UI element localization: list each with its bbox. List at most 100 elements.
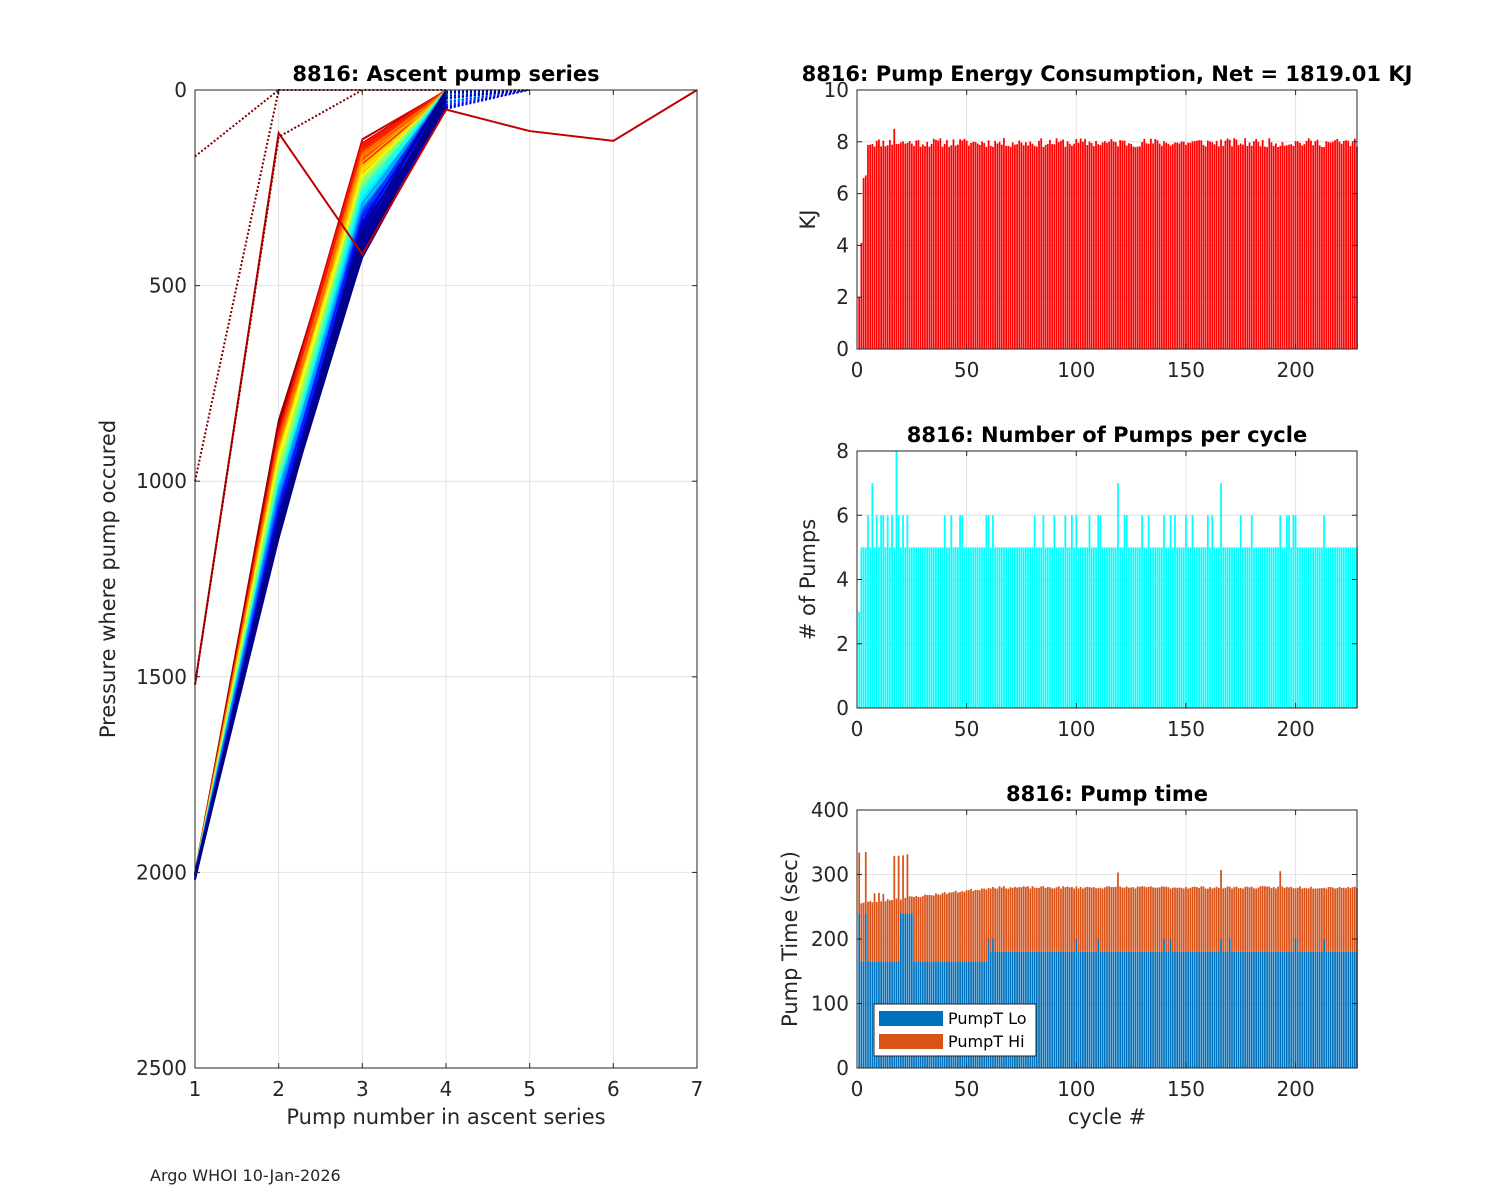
energy-bar xyxy=(954,145,957,349)
energy-bar xyxy=(935,139,937,349)
pumptime-bar-hi xyxy=(1185,886,1187,952)
pumps-bar xyxy=(1235,547,1238,708)
energy-bar xyxy=(1207,140,1209,349)
pumps-bar xyxy=(930,547,933,708)
pumps-bar xyxy=(1136,547,1139,708)
pumptime-bar-lo xyxy=(1281,951,1284,1068)
pumps-bar xyxy=(1250,515,1253,708)
pumps-bar xyxy=(1226,547,1229,708)
pumps-ytick-label: 8 xyxy=(836,439,849,463)
pumps-bar xyxy=(1106,547,1108,708)
pumptime-bar-lo xyxy=(1211,951,1214,1068)
pumps-bar xyxy=(875,515,878,708)
pumptime-bar-hi xyxy=(1270,888,1273,952)
pumps-bar xyxy=(1332,547,1334,708)
energy-xtick-label: 0 xyxy=(851,358,864,382)
pumptime-bar-lo xyxy=(1035,951,1038,1068)
pumptime-bar-lo xyxy=(1279,951,1282,1068)
energy-bar xyxy=(1248,142,1251,349)
pumptime-bar-lo xyxy=(1101,951,1104,1068)
pumptime-bar-hi xyxy=(1204,888,1207,952)
pumps-bar xyxy=(1035,547,1038,708)
pumptime-xtick-label: 50 xyxy=(954,1077,979,1101)
energy-bar xyxy=(902,141,904,349)
pumptime-bar-lo xyxy=(1160,951,1163,1068)
pumps-bar xyxy=(1108,547,1111,708)
pumptime-bar-hi xyxy=(1307,888,1310,952)
pumptime-bar-hi xyxy=(1290,886,1293,952)
pumptime-bar-hi xyxy=(1121,887,1124,952)
energy-bar xyxy=(1053,144,1056,349)
energy-bar xyxy=(1325,141,1328,349)
pumps-bar xyxy=(908,547,911,708)
pumps-bar xyxy=(1296,547,1299,708)
pumptime-bar-hi xyxy=(1011,887,1014,952)
pumps-bar xyxy=(906,515,909,708)
energy-bar xyxy=(886,145,889,349)
energy-bar xyxy=(1323,146,1325,349)
pumptime-bar-lo xyxy=(1222,951,1225,1068)
energy-bar xyxy=(1073,143,1075,349)
pumptime-bar-lo xyxy=(1191,951,1194,1068)
pumps-bar xyxy=(1114,547,1117,708)
pumps-bar xyxy=(943,515,946,708)
pumptime-bar-hi xyxy=(1178,887,1181,952)
energy-bar xyxy=(994,140,997,349)
pumps-bar xyxy=(867,515,869,708)
pumptime-bar-hi xyxy=(985,889,988,962)
energy-bar xyxy=(961,140,964,349)
energy-bar xyxy=(1261,140,1264,349)
energy-bar xyxy=(1290,144,1293,349)
pumptime-bar-hi xyxy=(1132,887,1135,952)
pumps-bar xyxy=(976,547,979,708)
pumptime-bar-hi xyxy=(1207,888,1209,952)
pumptime-bar-lo xyxy=(1231,951,1233,1068)
pumptime-bar-hi xyxy=(1281,886,1284,952)
energy-bar xyxy=(1329,142,1332,349)
pumptime-bar-lo xyxy=(864,913,867,1068)
pumptime-bar-hi xyxy=(1099,887,1102,952)
pumptime-bar-hi xyxy=(882,893,885,962)
energy-bar xyxy=(1193,141,1196,349)
pumps-bar xyxy=(921,547,924,708)
pumptime-bar-hi xyxy=(915,895,918,962)
energy-bar xyxy=(959,139,961,349)
ascent-xtick-label: 2 xyxy=(272,1077,285,1101)
footer-stamp: Argo WHOI 10-Jan-2026 xyxy=(150,1166,341,1185)
pumptime-ylabel: Pump Time (sec) xyxy=(778,851,802,1027)
pumps-bar xyxy=(1253,547,1255,708)
energy-bar xyxy=(1000,144,1003,349)
pumptime-bar-hi xyxy=(871,902,874,962)
pumptime-bar-hi xyxy=(1095,888,1097,952)
pumps-bar xyxy=(1288,515,1290,708)
pumptime-bar-lo xyxy=(1250,951,1253,1068)
pumptime-bar-lo xyxy=(1082,951,1084,1068)
pumps-bar xyxy=(1281,547,1284,708)
pumptime-bar-lo xyxy=(860,961,863,1068)
pumptime-bar-lo xyxy=(1264,951,1266,1068)
pumps-bar xyxy=(1178,547,1181,708)
energy-bar xyxy=(1009,146,1012,349)
pumps-bar xyxy=(1187,547,1190,708)
pumptime-bar-hi xyxy=(1136,886,1139,952)
pumps-bar xyxy=(1066,547,1069,708)
pumps-bar xyxy=(899,547,902,708)
pumptime-bar-hi xyxy=(1336,888,1339,952)
pumptime-bar-lo xyxy=(1154,951,1157,1068)
pumptime-ytick-label: 300 xyxy=(811,863,849,887)
pumptime-xtick-label: 0 xyxy=(851,1077,864,1101)
pumps-bar xyxy=(1292,515,1295,708)
pumptime-bar-hi xyxy=(1079,886,1082,952)
pumps-bar xyxy=(1338,547,1341,708)
pumptime-bar-hi xyxy=(1198,888,1200,952)
pumptime-bar-hi xyxy=(1125,886,1128,952)
energy-ytick-label: 10 xyxy=(824,78,849,102)
pumps-bar xyxy=(1000,547,1003,708)
pumptime-bar-lo xyxy=(1132,951,1135,1068)
pumptime-bar-lo xyxy=(1163,939,1165,1068)
pumps-bar xyxy=(994,547,997,708)
pumps-bar xyxy=(1277,547,1279,708)
energy-bar xyxy=(1255,139,1257,349)
pumptime-bar-lo xyxy=(1176,951,1179,1068)
pumptime-bar-lo xyxy=(1117,951,1119,1068)
